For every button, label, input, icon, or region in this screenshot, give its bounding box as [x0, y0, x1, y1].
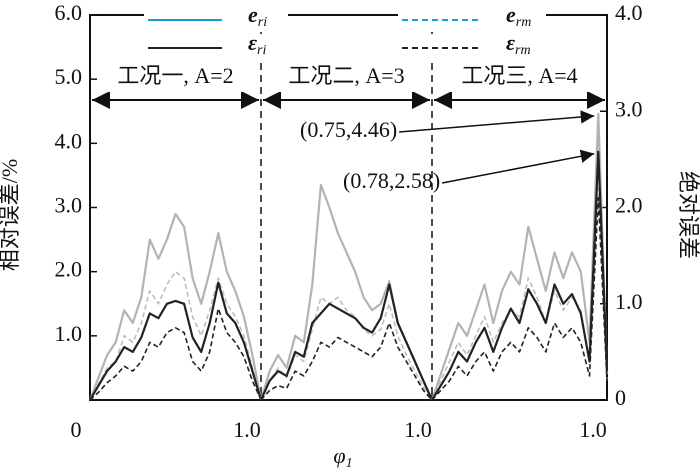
- panel-label: 工况一, A=2: [117, 63, 233, 88]
- y-tick-label: 6.0: [55, 0, 83, 25]
- label-bg: [273, 62, 420, 92]
- legend-label: εri: [248, 30, 266, 58]
- legend-label: erm: [506, 2, 531, 30]
- y-tick-label: 2.0: [55, 257, 83, 282]
- annotation-arrow: [399, 110, 595, 133]
- x-axis-label: φ1: [333, 443, 352, 470]
- series-line: [88, 212, 263, 401]
- y-axis-label: 相对误差/%: [0, 159, 22, 271]
- legend-label: eri: [248, 2, 267, 30]
- series-line: [259, 283, 434, 401]
- panel-label: 工况二, A=3: [288, 63, 404, 88]
- y-tick-label: 4.0: [55, 128, 83, 153]
- annotation-arrow: [442, 149, 595, 184]
- series-line: [431, 150, 609, 401]
- annotation: (0.75,4.46): [300, 117, 397, 142]
- label-bg: [444, 62, 595, 92]
- y2-tick-label: 4.0: [615, 0, 643, 25]
- legend-label: εrm: [506, 30, 531, 58]
- series-line: [89, 270, 262, 401]
- y2-axis-label: 绝对误差: [676, 171, 700, 259]
- y2-tick-label: 0: [615, 385, 626, 410]
- annotation: (0.78,2.58): [343, 168, 440, 193]
- x-tick-label: 1.0: [579, 417, 607, 442]
- series-line: [430, 112, 609, 401]
- x-tick-label: 0: [71, 417, 82, 442]
- y2-tick-label: 1.0: [615, 289, 643, 314]
- series-line: [89, 281, 263, 401]
- label-bg: [102, 62, 249, 92]
- x-tick-label: 1.0: [404, 417, 432, 442]
- series-line: [259, 183, 434, 401]
- y2-tick-label: 2.0: [615, 193, 643, 218]
- y-tick-label: 1.0: [55, 321, 83, 346]
- x-tick-label: 1.0: [233, 417, 261, 442]
- series-line: [431, 187, 608, 401]
- series-line: [260, 322, 433, 401]
- panel-label: 工况三, A=4: [461, 63, 577, 88]
- y2-tick-label: 3.0: [615, 96, 643, 121]
- series-line: [431, 197, 608, 401]
- y-tick-label: 3.0: [55, 193, 83, 218]
- series-line: [89, 307, 262, 401]
- y-tick-label: 5.0: [55, 64, 83, 89]
